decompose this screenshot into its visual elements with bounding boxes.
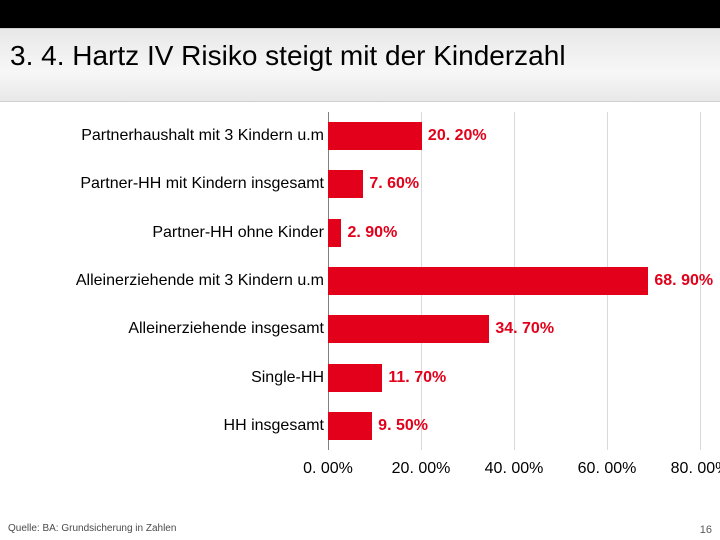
x-tick-label: 60. 00%	[578, 460, 637, 478]
category-label: Alleinerziehende insgesamt	[128, 320, 324, 338]
chart-row: Alleinerziehende mit 3 Kindern u.m68. 90…	[10, 261, 700, 301]
page-number: 16	[700, 524, 712, 536]
value-label: 68. 90%	[654, 272, 713, 290]
chart-rows: Partnerhaushalt mit 3 Kindern u.m 20. 20%…	[10, 112, 700, 450]
bar	[328, 412, 372, 440]
bar	[328, 170, 363, 198]
bar	[328, 315, 489, 343]
page-title: 3. 4. Hartz IV Risiko steigt mit der Kin…	[10, 40, 710, 72]
bar	[328, 267, 648, 295]
chart-x-axis: 0. 00%20. 00%40. 00%60. 00%80. 00%	[328, 456, 700, 480]
x-tick-label: 80. 00%	[671, 460, 720, 478]
source-footnote: Quelle: BA: Grundsicherung in Zahlen	[8, 523, 176, 534]
value-label: 34. 70%	[495, 320, 554, 338]
value-label: 2. 90%	[347, 224, 397, 242]
chart: 0. 00%20. 00%40. 00%60. 00%80. 00% Partn…	[10, 112, 710, 480]
x-tick-label: 0. 00%	[303, 460, 353, 478]
value-label: 7. 60%	[369, 175, 419, 193]
value-label: 11. 70%	[388, 369, 446, 387]
x-tick-label: 20. 00%	[392, 460, 451, 478]
chart-row: Alleinerziehende insgesamt 34. 70%	[10, 309, 700, 349]
chart-row: Partnerhaushalt mit 3 Kindern u.m 20. 20%	[10, 116, 700, 156]
slide: 3. 4. Hartz IV Risiko steigt mit der Kin…	[0, 0, 720, 540]
category-label: Partner-HH mit Kindern insgesamt	[80, 175, 324, 193]
chart-row: HH insgesamt 9. 50%	[10, 406, 700, 446]
category-label: HH insgesamt	[224, 417, 324, 435]
value-label: 20. 20%	[428, 127, 487, 145]
category-label: Alleinerziehende mit 3 Kindern u.m	[76, 272, 324, 290]
category-label: Partner-HH ohne Kinder	[152, 224, 324, 242]
chart-row: Partner-HH mit Kindern insgesamt 7. 60%	[10, 164, 700, 204]
category-label: Partnerhaushalt mit 3 Kindern u.m	[81, 127, 324, 145]
letterbox-top	[0, 0, 720, 28]
chart-row: Single-HH 11. 70%	[10, 357, 700, 397]
bar	[328, 219, 341, 247]
bar	[328, 364, 382, 392]
bar	[328, 122, 422, 150]
value-label: 9. 50%	[378, 417, 428, 435]
chart-row: Partner-HH ohne Kinder 2. 90%	[10, 213, 700, 253]
x-tick-label: 40. 00%	[485, 460, 544, 478]
category-label: Single-HH	[251, 369, 324, 387]
